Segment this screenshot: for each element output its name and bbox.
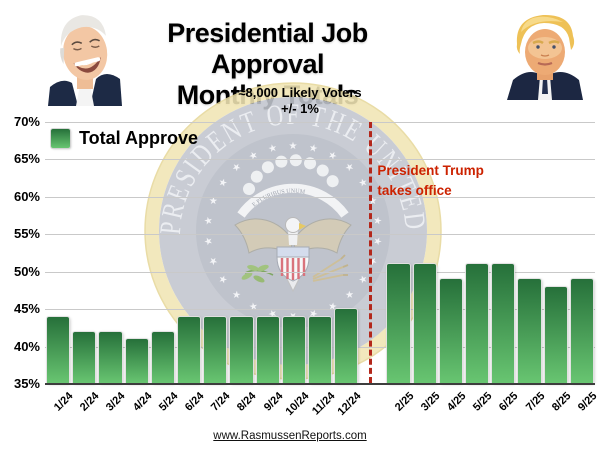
x-tick-8/24: 8/24 [235,390,259,414]
annotation-line1: President Trump [377,163,484,178]
gridline-70 [45,122,595,123]
x-tick-2/25: 2/25 [392,390,417,414]
y-tick-40: 40% [13,338,40,354]
svg-text:★: ★ [308,143,319,156]
y-tick-45: 45% [13,301,40,317]
y-tick-50: 50% [13,263,40,279]
svg-text:★: ★ [207,195,220,207]
bar-2/25 [387,264,410,383]
trump-takes-office-line [369,122,373,383]
arrows [312,254,349,282]
legend-label: Total Approve [79,128,199,148]
subtitle-margin-of-error: +/- 1% [281,101,319,116]
footer-link[interactable]: www.RasmussenReports.com [213,430,367,442]
bar-3/24 [99,331,122,383]
bar-2/24 [73,331,96,383]
x-tick-11/24: 11/24 [309,390,338,418]
gridline-65 [45,159,595,161]
svg-text:★: ★ [267,307,278,320]
bar-6/25 [492,264,515,383]
trump-takes-office-annotation: President Trump takes office [377,161,484,201]
gridline-60 [45,196,595,198]
bar-9/25 [570,279,593,383]
trump-portrait [507,14,583,100]
bar-7/24 [204,316,227,383]
x-axis-line [45,383,595,385]
x-tick-5/25: 5/25 [470,390,495,414]
x-tick-3/24: 3/24 [104,390,128,414]
svg-text:★: ★ [207,255,220,267]
y-tick-55: 55% [13,226,40,242]
x-tick-9/24: 9/24 [261,390,286,414]
x-tick-4/24: 4/24 [130,390,155,414]
svg-text:★: ★ [203,236,215,246]
svg-text:★: ★ [289,141,298,152]
x-tick-3/25: 3/25 [418,390,443,414]
bar-7/25 [518,279,541,383]
bar-1/24 [47,316,70,383]
gridline-45 [45,309,595,311]
x-tick-12/24: 12/24 [335,390,364,418]
x-tick-8/25: 8/25 [549,390,574,414]
bar-8/24 [230,316,253,383]
biden-portrait [48,15,122,106]
bar-11/24 [308,316,332,383]
x-tick-6/25: 6/25 [497,390,521,414]
x-tick-7/24: 7/24 [209,390,233,414]
svg-text:★: ★ [371,216,383,226]
bar-6/24 [177,316,201,383]
x-tick-10/24: 10/24 [283,390,312,418]
svg-text:★: ★ [288,310,297,321]
x-tick-4/25: 4/25 [444,390,469,414]
y-tick-60: 60% [13,188,40,204]
x-tick-6/24: 6/24 [182,390,207,414]
bar-4/24 [125,339,148,383]
y-tick-65: 65% [13,151,40,167]
bar-9/24 [256,316,279,383]
legend-swatch-total-approve [51,129,70,148]
bar-8/25 [544,286,567,383]
y-tick-70: 70% [13,114,40,129]
page-title: Presidential Job Approval Monthly Totals [115,18,420,111]
x-tick-9/25: 9/25 [575,390,600,414]
bar-4/25 [439,279,463,383]
svg-text:★: ★ [308,307,319,320]
bar-5/24 [151,331,174,383]
y-tick-35: 35% [13,376,40,391]
annotation-line2: takes office [377,183,452,198]
svg-text:★: ★ [371,236,383,246]
subtitle-sample-size: ≈8,000 Likely Voters [238,85,362,100]
svg-text:★: ★ [267,143,278,156]
x-tick-5/24: 5/24 [156,390,181,414]
svg-text:★: ★ [203,216,215,226]
gridline-55 [45,234,595,236]
gridline-50 [45,271,595,273]
legend: Total Approve [51,128,198,149]
title-line1: Presidential Job Approval [167,18,368,79]
x-tick-7/25: 7/25 [523,390,548,414]
presidential-seal-watermark: PRESIDENT OF THE UNITED ★ ★★★★★★★★★★★★★★★… [144,82,442,380]
x-tick-1/24: 1/24 [51,390,76,414]
x-tick-2/24: 2/24 [78,390,102,414]
bar-12/24 [335,309,358,383]
bar-3/25 [413,264,436,383]
bar-5/25 [466,264,489,383]
bar-10/24 [282,316,305,383]
